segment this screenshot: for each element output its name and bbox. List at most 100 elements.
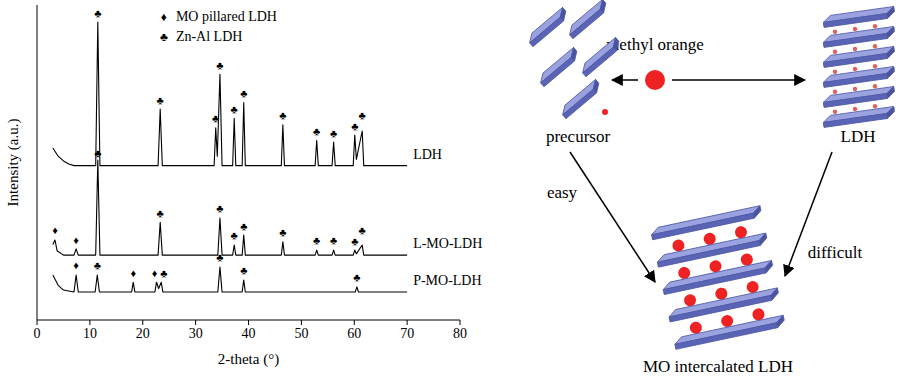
anion-dot [833,50,837,54]
plate-side [775,315,785,327]
precursor-label: precursor [546,127,611,146]
methyl-orange-label: methyl orange [606,35,704,54]
peak-marker: ♣ [212,112,219,124]
x-tick-label: 60 [347,326,361,341]
x-tick-label: 20 [136,326,150,341]
figure: 010203040506070802-theta (°)Intensity (a… [0,0,908,379]
peak-marker: ♣ [279,109,286,121]
trace-label: LDH [413,147,442,162]
plate-top [579,37,620,72]
difficult-label: difficult [808,243,863,262]
plate-top [537,47,578,82]
layer-plate [822,6,895,27]
x-tick [354,320,355,325]
plate-side [758,233,768,245]
peak-marker: ♣ [330,127,337,139]
arrow [672,79,805,81]
plate-side [886,66,895,78]
plate-front [570,9,604,39]
legend-label: MO pillared LDH [176,9,277,24]
xrd-trace [53,160,407,255]
peak-marker: ♣ [359,224,366,236]
xrd-trace [53,267,407,292]
peak-marker: ♣ [157,94,164,106]
anion-dot [853,47,857,51]
plot-area [53,22,407,292]
easy-label: easy [547,183,578,202]
plate-front [652,213,755,240]
x-tick [248,320,249,325]
arrow [570,152,655,282]
trace-label: L-MO-LDH [413,236,482,251]
x-tick [142,320,143,325]
plate-front [823,114,887,128]
peak-marker: ♦ [73,234,79,246]
layer-plate [579,37,623,76]
plate-front [669,295,772,322]
anion-dot [833,110,837,114]
intercalated-stack [650,206,785,350]
plate-side [556,7,569,21]
layer-plate [822,86,895,107]
y-axis-title: Intensity (a.u.) [5,119,22,207]
anion-dot [853,107,857,111]
x-tick-label: 10 [83,326,97,341]
plate-side [770,288,780,300]
plate-side [886,46,895,58]
peak-marker: ♣ [216,251,223,263]
peak-marker: ♣ [94,7,101,19]
peak-marker: ♣ [313,125,320,137]
layer-plate [822,26,895,47]
peak-marker: ♣ [94,147,101,159]
plate-side [752,206,762,218]
layer-plate [537,47,581,86]
x-tick [195,320,196,325]
ldh-label: LDH [841,127,876,146]
x-tick-label: 0 [34,326,41,341]
peak-marker: ♣ [160,267,167,279]
peak-marker: ♣ [351,235,358,247]
plate-side [596,0,609,13]
plate-front [823,14,887,28]
x-tick [460,320,461,325]
x-tick-label: 80 [453,326,467,341]
plate-side [886,6,895,18]
plate-front [823,74,887,88]
xrd-chart: 010203040506070802-theta (°)Intensity (a… [5,5,482,368]
trace-label: P-MO-LDH [413,273,481,288]
plate-front [541,57,575,87]
x-tick-label: 50 [294,326,308,341]
peak-marker: ♣ [279,226,286,238]
peak-marker: ♦ [73,259,79,271]
peak-marker: ♦ [152,267,158,279]
plate-side [886,86,895,98]
anion-dot [873,24,877,28]
peak-marker: ♣ [231,229,238,241]
peak-marker: ♣ [157,207,164,219]
x-tick [407,320,408,325]
layer-plate [822,46,895,67]
y-axis [37,5,38,320]
plate-front [657,241,760,268]
legend-symbol: ♣ [160,30,168,44]
peak-marker: ♣ [216,59,223,71]
legend-label: Zn-Al LDH [176,29,243,44]
layer-plate [559,79,603,118]
peak-marker: ♣ [240,264,247,276]
layer-plate [822,106,895,127]
layer-plate [526,7,570,46]
anion-dot [833,30,837,34]
layer-plate [674,315,786,349]
xrd-trace [53,22,407,166]
plate-side [886,26,895,38]
plate-top [559,79,600,114]
x-tick-label: 40 [242,326,256,341]
root: 010203040506070802-theta (°)Intensity (a… [0,0,908,379]
anion-dot [873,44,877,48]
x-tick [89,320,90,325]
arrow [612,79,638,81]
layer-plate [822,66,895,87]
anion-dot [853,87,857,91]
x-tick-label: 30 [189,326,203,341]
plate-side [764,260,774,272]
